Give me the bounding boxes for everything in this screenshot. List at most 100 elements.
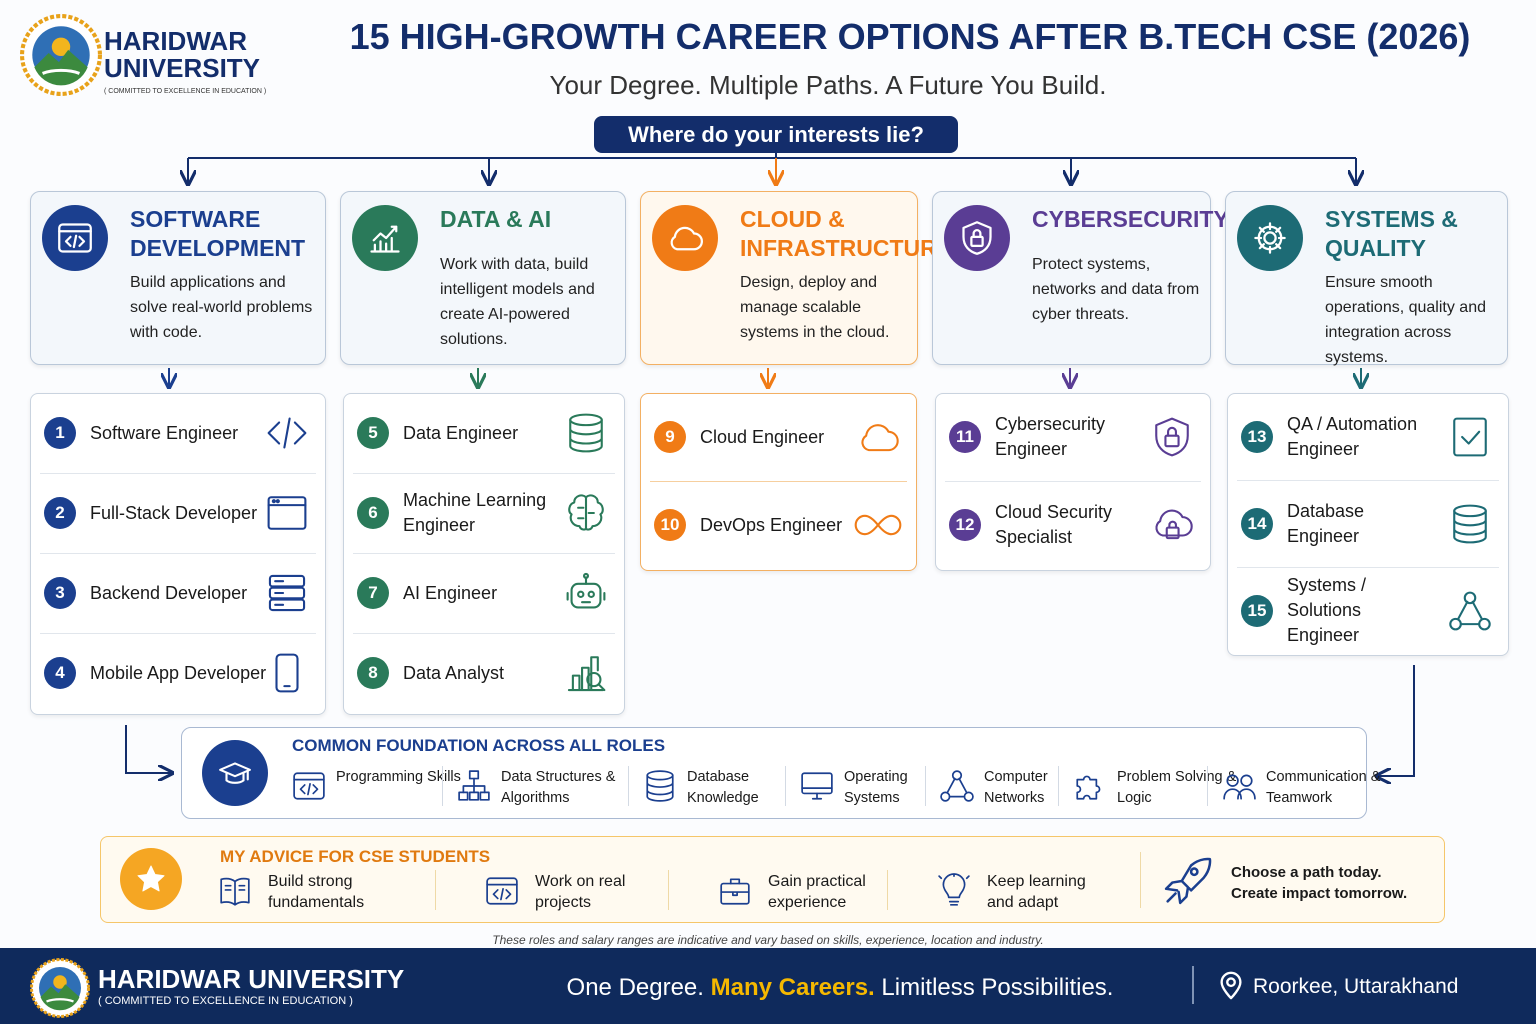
icon (1155, 417, 1189, 457)
icon (1155, 509, 1193, 540)
icon (1223, 774, 1256, 800)
foundation-item: Programming Skills (336, 769, 461, 785)
foundation-title: COMMON FOUNDATION ACROSS ALL ROLES (292, 736, 666, 755)
role-title: Database Engineer (1287, 480, 1437, 567)
role-title: Cybersecurity Engineer (995, 393, 1125, 481)
category-description: Ensure smooth operations, quality and in… (1325, 274, 1486, 366)
icon (267, 417, 307, 449)
item-divider (442, 766, 443, 806)
category-title: DATA & AI (440, 206, 552, 232)
row-divider (40, 633, 316, 634)
icon (962, 221, 992, 255)
row-divider (353, 633, 615, 634)
role-number: 7 (357, 577, 389, 609)
icon (58, 223, 92, 253)
footer-name: HARIDWAR UNIVERSITY (98, 964, 405, 994)
advice-item: Gain practical experience (768, 873, 866, 911)
icon (137, 865, 165, 892)
role-title: Systems / Solutions Engineer (1287, 567, 1437, 654)
foundation-item: Communication & Teamwork (1266, 769, 1381, 806)
category-icon-circle (652, 205, 718, 271)
role-title: Cloud Engineer (700, 393, 860, 481)
role-title-text: Systems / Solutions Engineer (1287, 575, 1367, 645)
item-divider (1058, 766, 1059, 806)
icon (458, 770, 490, 801)
footer-tagline: ( COMMITTED TO EXCELLENCE IN EDUCATION ) (98, 995, 353, 1007)
footer-location: Roorkee, Uttarakhand (1253, 975, 1459, 998)
role-number: 14 (1241, 507, 1273, 540)
icon (293, 772, 325, 800)
role-title-text: Database Engineer (1287, 500, 1365, 546)
role-title: AI Engineer (403, 553, 563, 633)
role-title: Software Engineer (90, 393, 285, 473)
title: 15 HIGH-GROWTH CAREER OPTIONS AFTER B.TE… (349, 16, 1471, 57)
foundation-icon-circle (202, 740, 268, 806)
icon (646, 770, 674, 802)
role-number: 13 (1241, 420, 1273, 453)
role-number: 9 (654, 421, 686, 453)
icon (670, 226, 703, 251)
slogan: One Degree. Many Careers. Limitless Poss… (540, 974, 1140, 1002)
icon (1449, 591, 1491, 630)
role-number: 12 (949, 509, 981, 541)
advice-title: MY ADVICE FOR CSE STUDENTS (220, 847, 491, 866)
item-divider (1140, 852, 1141, 908)
role-number: 1 (44, 417, 76, 449)
role-title-text: AI Engineer (403, 582, 498, 603)
role-number: 4 (44, 657, 76, 689)
icon (568, 494, 604, 531)
advice-item: Build strong fundamentals (268, 873, 365, 911)
category-title: SYSTEMS & QUALITY (1325, 206, 1458, 261)
row-divider (40, 473, 316, 474)
role-title-text: Backend Developer (90, 582, 248, 603)
role-title: Data Analyst (403, 633, 563, 713)
role-title-text: Data Analyst (403, 662, 505, 683)
item-divider (785, 766, 786, 806)
row-divider (1237, 567, 1499, 568)
role-title-text: Machine Learning Engineer (403, 490, 547, 535)
item-divider (435, 870, 436, 910)
icon (1453, 417, 1487, 456)
question: Where do your interests lie? (594, 116, 958, 153)
role-title: Cloud Security Specialist (995, 481, 1125, 569)
row-divider (650, 481, 907, 482)
category-icon-circle (1237, 205, 1303, 271)
icon (1254, 222, 1286, 254)
role-number: 3 (44, 577, 76, 609)
role-title: Machine Learning Engineer (403, 473, 563, 553)
logo-name: HARIDWAR UNIVERSITY (104, 26, 261, 83)
icon (486, 877, 518, 905)
item-divider (628, 766, 629, 806)
category-description: Work with data, build intelligent models… (440, 256, 595, 348)
advice-box (100, 836, 1445, 923)
item-divider (887, 870, 888, 910)
icon (370, 225, 400, 253)
category-title: SOFTWARE DEVELOPMENT (130, 206, 306, 261)
item-divider (1207, 766, 1208, 806)
advice-closing: Choose a path today. Create impact tomor… (1231, 864, 1408, 902)
foundation-item: Problem Solving & Logic (1117, 769, 1237, 806)
icon (1164, 857, 1212, 905)
item-divider (668, 870, 669, 910)
role-title-text: Full-Stack Developer (90, 502, 258, 523)
foundation-item: Database Knowledge (687, 769, 759, 806)
connector (1377, 665, 1415, 776)
icon (220, 877, 250, 906)
role-title-text: Cybersecurity Engineer (995, 414, 1106, 459)
category-title: CLOUD & INFRASTRUCTURE (740, 206, 953, 261)
foundation-item: Data Structures & Algorithms (501, 769, 616, 806)
disclaimer: These roles and salary ranges are indica… (492, 933, 1044, 947)
role-title: Data Engineer (403, 393, 563, 473)
icon (1076, 775, 1101, 800)
row-divider (945, 481, 1201, 482)
icon (219, 762, 251, 784)
role-title: Backend Developer (90, 553, 285, 633)
role-number: 11 (949, 421, 981, 453)
item-divider (925, 766, 926, 806)
category-title: CYBERSECURITY (1032, 206, 1229, 232)
connector (125, 725, 172, 773)
icon (275, 653, 299, 693)
slogan-part: Many Careers. (710, 974, 875, 1001)
footer (0, 948, 1536, 1024)
role-title-text: QA / Automation Engineer (1287, 413, 1418, 459)
